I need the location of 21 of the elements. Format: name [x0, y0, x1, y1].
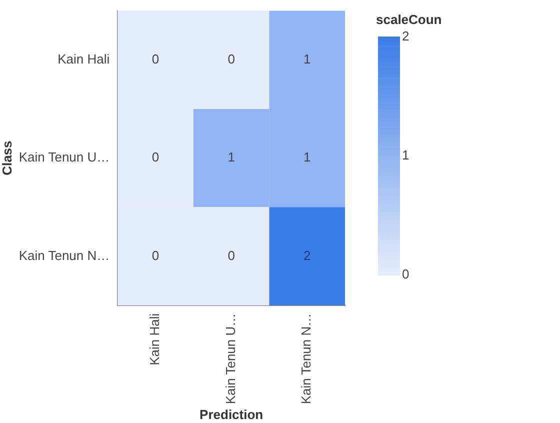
- y-tick-label: Kain Tenun U…: [18, 150, 110, 165]
- x-tick-label: Kain Hali: [147, 313, 162, 366]
- data-label: 1: [303, 51, 311, 66]
- data-label: 0: [228, 51, 235, 66]
- y-tick-label: Kain Tenun N…: [18, 248, 110, 263]
- data-label: 1: [303, 150, 311, 165]
- data-label: 1: [228, 150, 235, 165]
- color-bar-title: scaleCoun: [376, 12, 442, 27]
- y-axis-title: Class: [0, 140, 14, 176]
- x-tick-label: Kain Tenun N…: [298, 313, 314, 404]
- x-tick-label: Kain Tenun U…: [222, 313, 238, 404]
- color-bar-label: 0: [402, 266, 410, 282]
- data-label: 0: [152, 150, 160, 165]
- color-bar-label: 1: [402, 148, 410, 163]
- color-bar-label: 2: [402, 28, 410, 44]
- data-label: 0: [228, 248, 235, 263]
- data-label: 0: [152, 248, 160, 263]
- x-axis-title: Prediction: [200, 406, 264, 422]
- data-label: 0: [152, 51, 160, 66]
- data-label: 2: [303, 248, 311, 263]
- y-tick-label: Kain Hali: [58, 51, 110, 66]
